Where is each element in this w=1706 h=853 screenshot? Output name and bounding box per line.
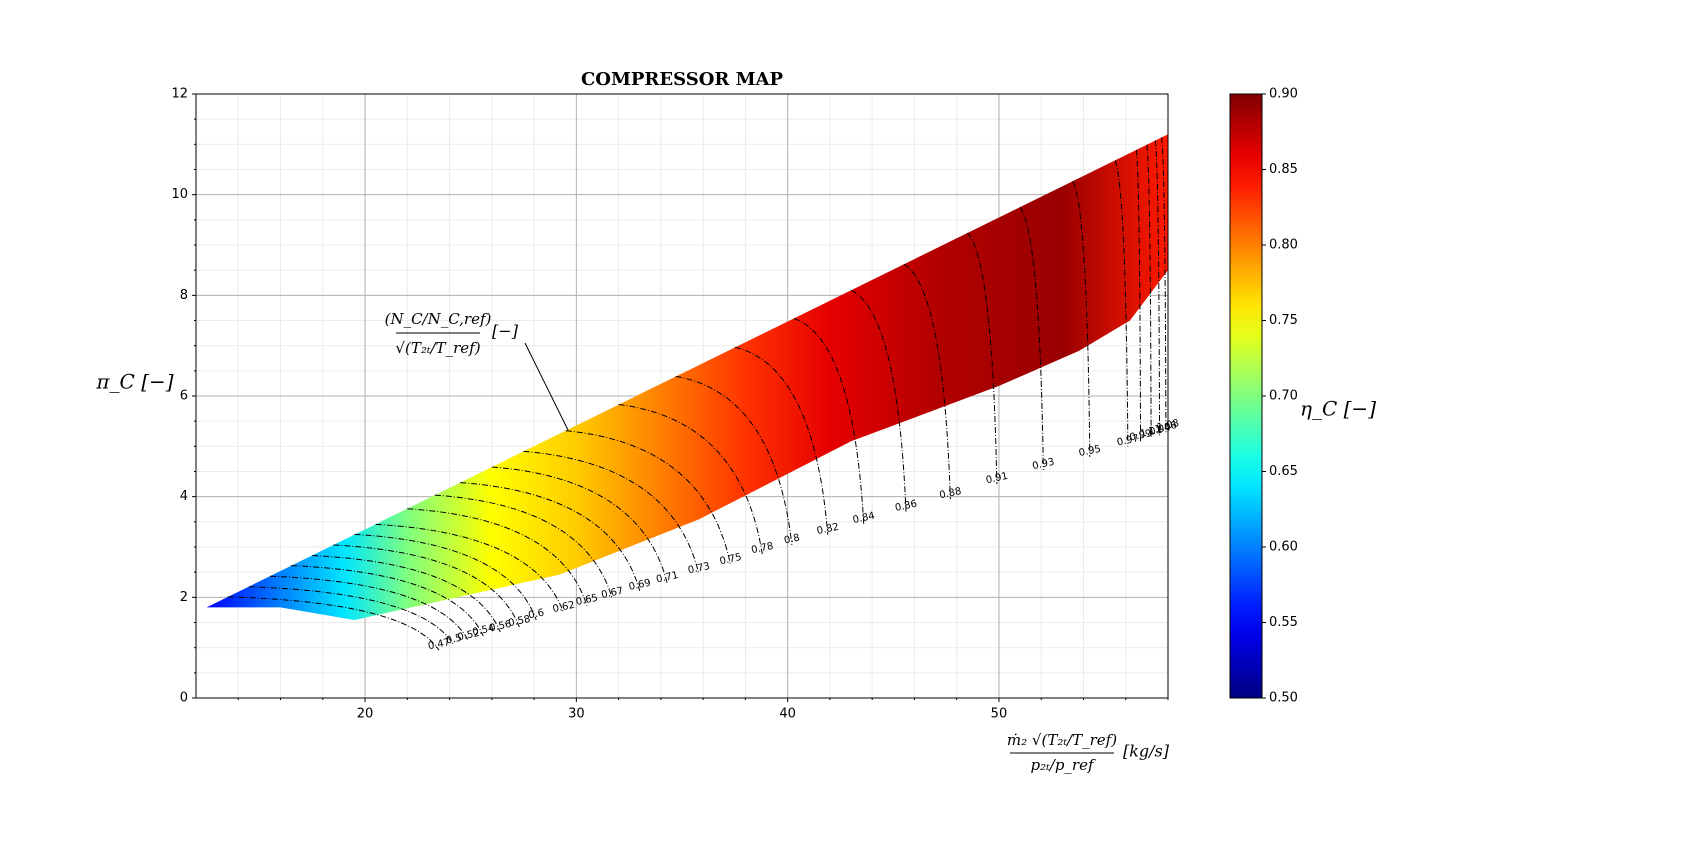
speed-line	[227, 596, 440, 651]
speed-lines: 0.470.50.520.540.560.580.6 0.62 0.65 0.67 0.…	[227, 134, 1180, 652]
y-tick-label: 8	[180, 288, 188, 303]
colorbar-tick-label: 0.55	[1269, 615, 1298, 630]
speed-line	[793, 318, 865, 524]
annotation-denominator: √(T₂ₜ/T_ref)	[395, 339, 480, 357]
efficiency-region	[206, 134, 1168, 620]
colorbar-tick-label: 0.60	[1269, 540, 1298, 555]
speed-line	[460, 482, 641, 591]
y-tick-label: 4	[180, 489, 188, 504]
colorbar-axis: 0.50 0.55 0.60 0.65 0.70 0.75 0.80 0.85 0.90	[1262, 87, 1298, 706]
speed-line	[291, 565, 484, 637]
speed-line-label: 0.6	[527, 607, 545, 621]
chart-title: COMPRESSOR MAP	[581, 69, 784, 90]
speed-line-label: 0.97	[1116, 433, 1140, 448]
speed-line-label: 0.99	[1129, 428, 1153, 443]
speed-line-label: 0.93	[1031, 457, 1055, 472]
colorbar	[1229, 93, 1263, 699]
speed-line	[491, 466, 668, 584]
speed-line-label: 0.54	[471, 623, 495, 638]
speed-line	[333, 544, 520, 628]
speed-line	[248, 586, 455, 646]
speed-line	[354, 533, 537, 621]
x-tick-label: 40	[779, 707, 796, 722]
speed-line-label: 0.67	[600, 586, 624, 601]
speed-line	[618, 404, 763, 555]
speed-line-label: 1.01	[1139, 425, 1163, 440]
map	[206, 134, 1168, 620]
y-tick-label: 12	[171, 87, 188, 102]
speed-line-label: 0.75	[719, 552, 743, 567]
speed-line-label: 0.58	[507, 614, 531, 629]
speed-line	[407, 508, 588, 607]
speed-line	[1154, 140, 1161, 436]
colorbar-tick-label: 0.90	[1269, 87, 1298, 102]
speed-line-label: 0.86	[894, 499, 918, 514]
speed-line	[1146, 144, 1152, 438]
y-tick-label: 10	[171, 187, 188, 202]
colorbar-tick-label: 0.80	[1269, 238, 1298, 253]
speed-line-label: 0.8	[783, 532, 801, 546]
speed-line-label: 0.84	[852, 511, 876, 526]
speed-line-label: 0.52	[457, 628, 481, 643]
speed-line-label: 0.47	[427, 637, 451, 652]
x-label-unit: [kg/s]	[1123, 742, 1170, 761]
x-tick-label: 30	[568, 707, 585, 722]
colorbar-tick-label: 0.75	[1269, 313, 1298, 328]
speed-line	[565, 430, 732, 566]
colorbar-label: η_C [−]	[1300, 397, 1376, 421]
speed-line	[1072, 180, 1091, 457]
speed-line	[434, 494, 613, 599]
speed-line-label: 0.73	[687, 561, 711, 576]
x-tick-label: 20	[357, 707, 374, 722]
speed-line-label: 0.5	[445, 633, 463, 647]
speed-line-label: 0.56	[488, 619, 512, 634]
speed-line-label: 0.71	[655, 570, 679, 585]
speed-line-label: 0.69	[628, 578, 652, 593]
axes: 20 30 40 50 0 2 4 6 8 10 12	[171, 87, 1169, 722]
y-tick-label: 0	[180, 691, 188, 706]
y-tick-label: 2	[180, 590, 188, 605]
x-tick-label: 50	[991, 707, 1008, 722]
colorbar-tick-label: 0.65	[1269, 464, 1298, 479]
annotation-unit: [−]	[492, 322, 519, 341]
speed-line-label: 0.82	[816, 522, 840, 537]
speed-line	[1019, 206, 1044, 470]
speed-line-label: 0.91	[985, 471, 1009, 486]
speed-line	[966, 232, 998, 485]
colorbar-tick-label: 0.50	[1269, 691, 1298, 706]
speed-line-label: 1.06	[1154, 420, 1178, 435]
speed-line-label: 0.62	[552, 600, 576, 615]
speed-line	[903, 263, 951, 500]
speed-line	[312, 555, 501, 633]
colorbar-tick-label: 0.85	[1269, 162, 1298, 177]
y-axis-label: π_C [−]	[95, 370, 173, 394]
speed-line-label: 0.78	[750, 541, 774, 556]
annotation-numerator: (N_C/N_C,ref)	[385, 310, 492, 328]
speed-line	[1161, 137, 1167, 434]
speed-line-label: 0.65	[575, 593, 599, 608]
speed-line	[269, 575, 470, 642]
x-label-denominator: p₂ₜ/p_ref	[1030, 756, 1096, 774]
speed-line	[523, 450, 700, 575]
y-tick-label: 6	[180, 389, 188, 404]
annotation-arrow	[524, 342, 569, 431]
speed-line	[375, 523, 565, 614]
speed-line	[1135, 149, 1142, 442]
speed-line-label: 0.95	[1078, 444, 1102, 459]
speed-line	[675, 375, 793, 546]
speed-line	[850, 289, 907, 512]
speed-line	[1114, 160, 1129, 447]
colorbar-tick-label: 0.70	[1269, 389, 1298, 404]
x-label-numerator: ṁ₂ √(T₂ₜ/T_ref)	[1007, 731, 1117, 749]
speed-line-label: 0.88	[938, 486, 962, 501]
